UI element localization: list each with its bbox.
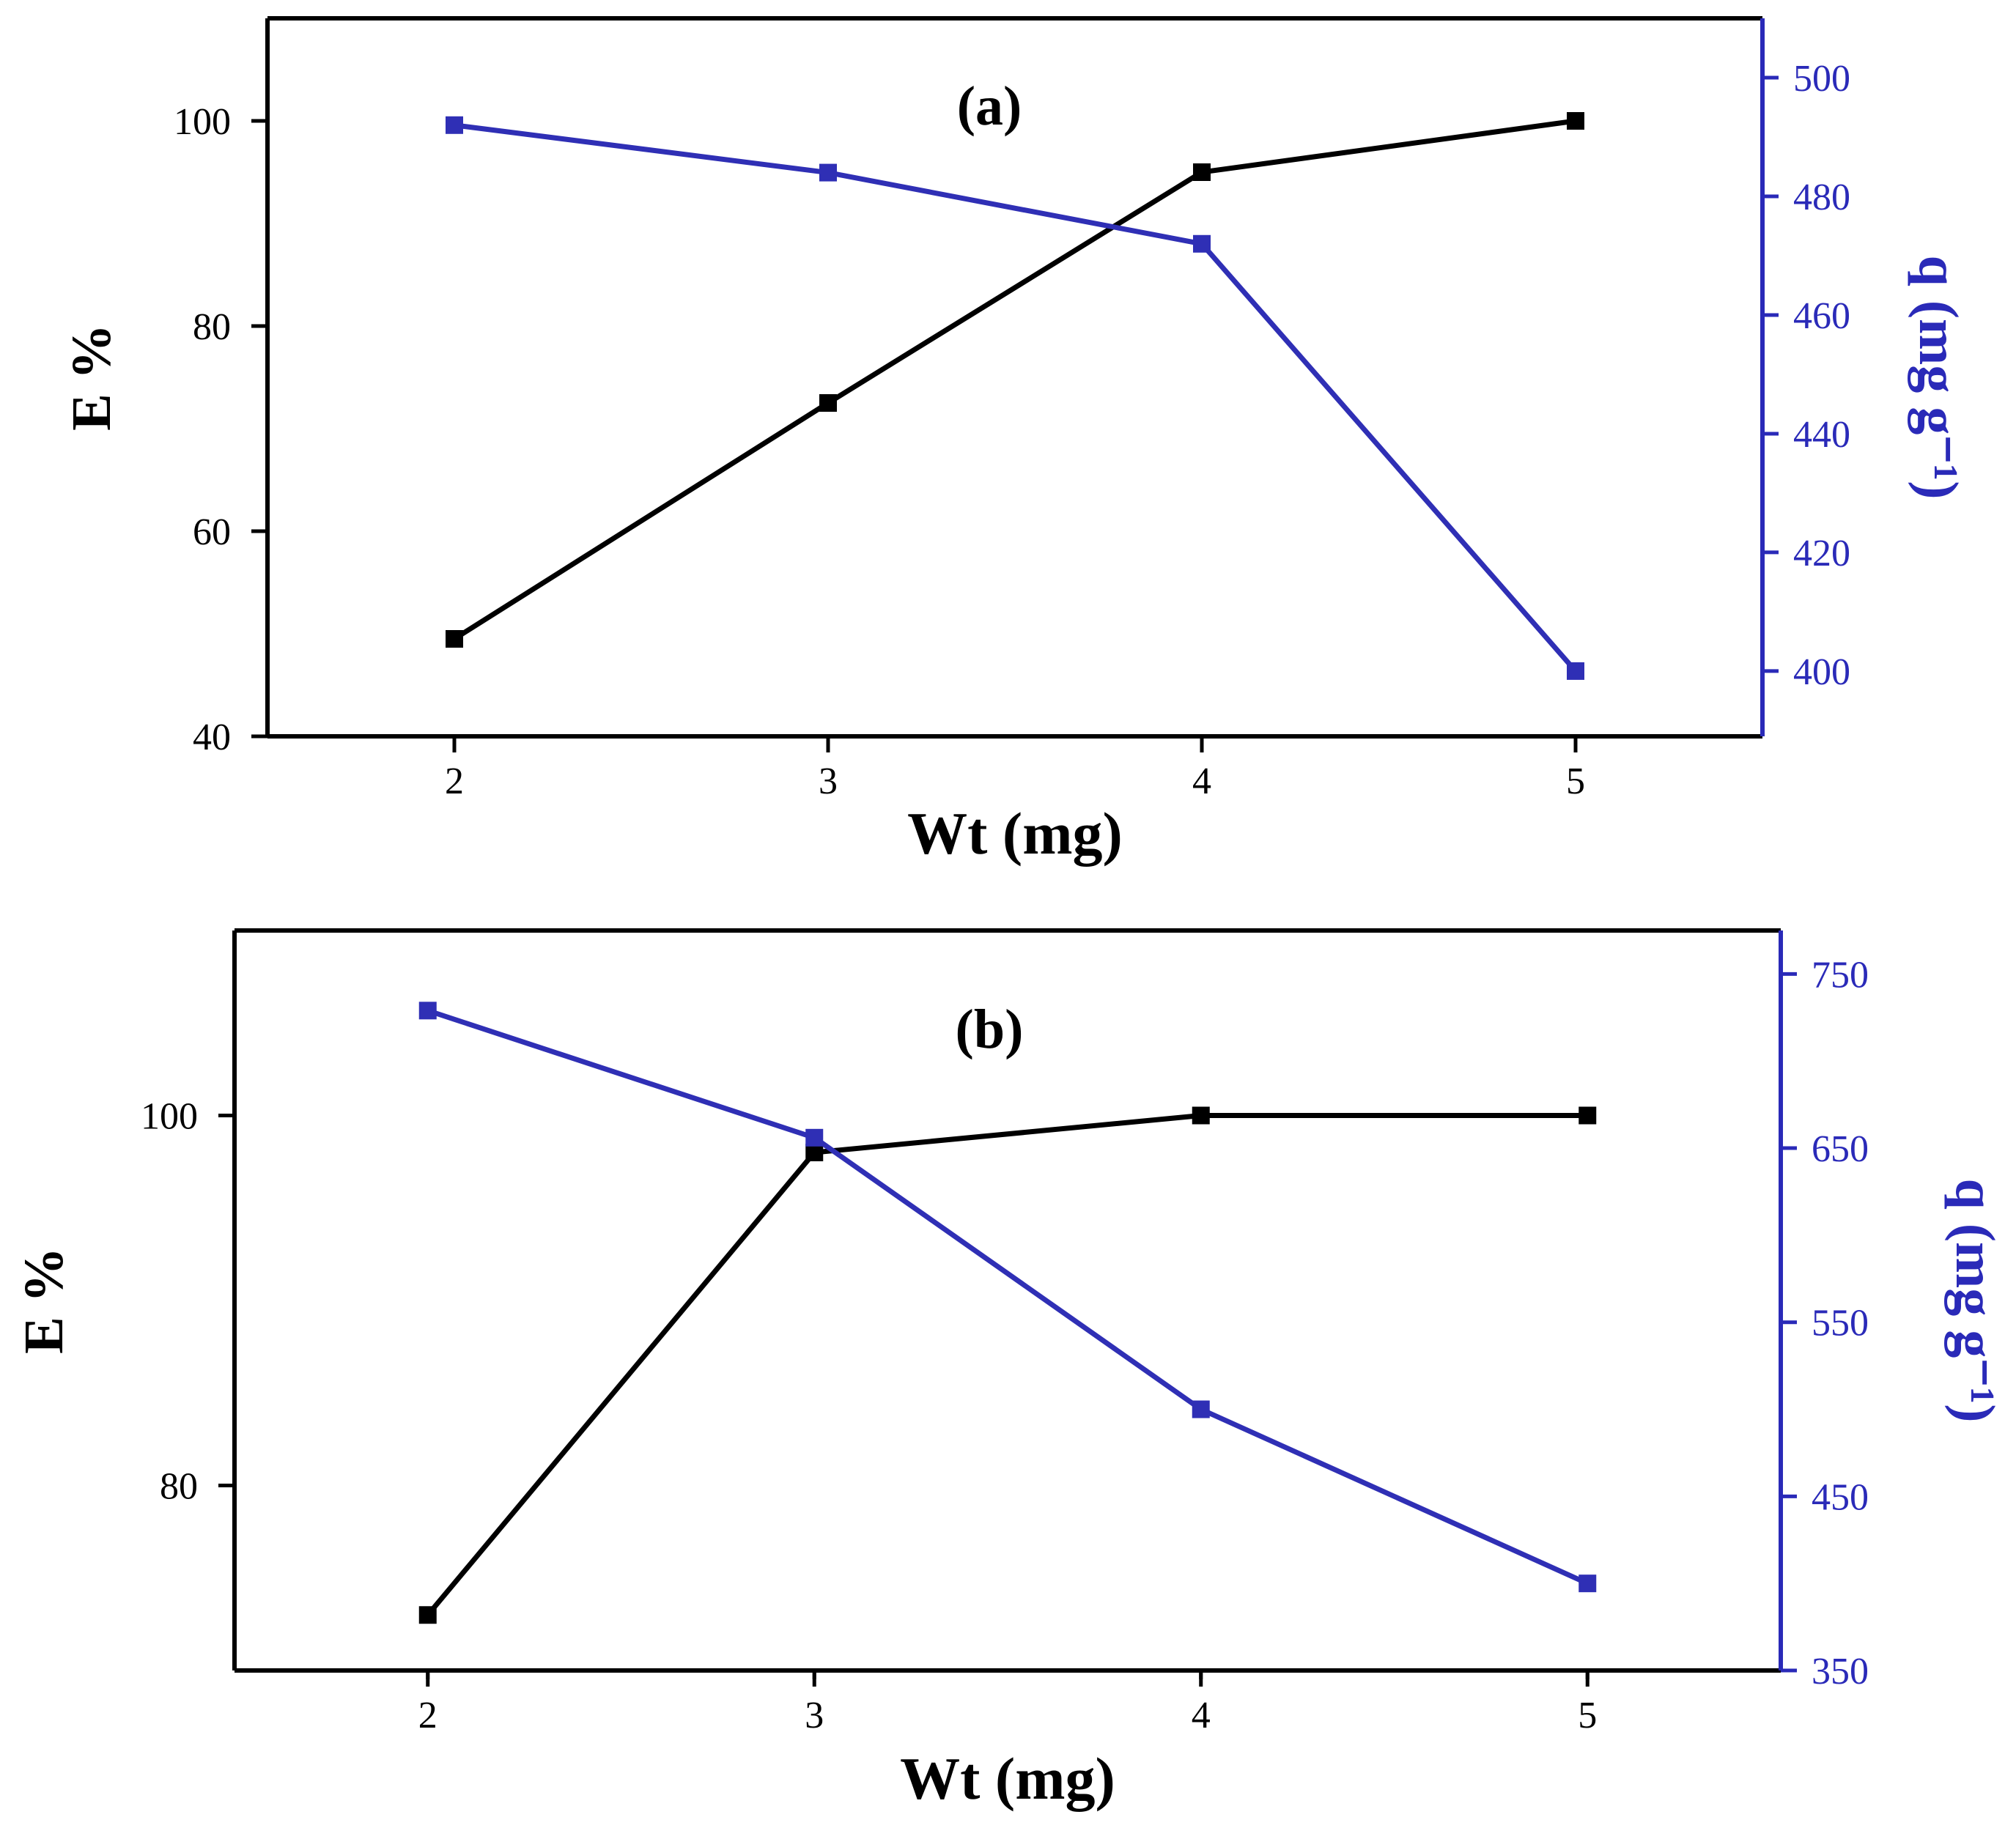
x-tick-label: 2 [418, 1695, 437, 1736]
y-axis-title: E % [13, 1247, 75, 1354]
data-point-e [805, 1144, 824, 1161]
data-point-e [1193, 163, 1211, 181]
x-tick-label: 5 [1578, 1695, 1597, 1736]
x-axis-title: Wt (mg) [907, 800, 1123, 867]
data-point-e [1579, 1106, 1597, 1125]
y2-tick-label: 650 [1812, 1128, 1869, 1170]
y-tick-label: 80 [160, 1466, 198, 1508]
series-line-q [454, 122, 1578, 673]
y-axis-title: E % [61, 324, 122, 431]
x-tick-label: 4 [1192, 761, 1211, 802]
data-point-e [1192, 1106, 1210, 1125]
series-line-e [453, 118, 1576, 641]
y2-axis-title: q (mg g⁻¹) [1908, 255, 1969, 499]
y-tick-label: 100 [141, 1096, 198, 1138]
y-tick-label: 80 [193, 306, 231, 348]
y2-tick-label: 480 [1793, 177, 1850, 218]
y2-axis-title: q (mg g⁻¹) [1944, 1178, 2006, 1422]
panel-label: (b) [956, 999, 1024, 1060]
y-tick-label: 60 [193, 511, 231, 553]
data-point-q [1579, 1574, 1597, 1593]
x-axis-title: Wt (mg) [900, 1745, 1115, 1812]
x-tick-label: 2 [445, 761, 464, 802]
chart-panel-b: 2 3 4 5 80 100 350 450 550 650 750 Wt (mg) E % q (mg … [13, 928, 2006, 1812]
x-tick-label: 4 [1192, 1695, 1211, 1736]
y2-tick-label: 750 [1812, 954, 1869, 996]
data-point-q [805, 1128, 824, 1147]
series-line-q [427, 1007, 1589, 1586]
series-line-e [426, 1113, 1588, 1617]
y2-tick-label: 350 [1812, 1651, 1869, 1692]
data-point-q [446, 116, 463, 134]
x-tick-label: 3 [819, 761, 838, 802]
chart-panel-a: 2 3 4 5 40 60 80 100 400 420 440 460 480 500 Wt (mg) E … [61, 16, 1969, 867]
y2-tick-label: 400 [1793, 651, 1850, 693]
data-point-q [1567, 662, 1584, 680]
y2-tick-label: 440 [1793, 414, 1850, 456]
data-point-e [819, 394, 837, 412]
y2-tick-label: 550 [1812, 1303, 1869, 1344]
data-point-e [418, 1606, 437, 1624]
data-point-e [1567, 112, 1584, 130]
y-tick-label: 100 [174, 101, 231, 143]
data-point-q [1192, 1400, 1210, 1418]
y2-tick-label: 500 [1793, 58, 1850, 100]
x-tick-label: 3 [805, 1695, 824, 1736]
panel-label: (a) [957, 75, 1022, 137]
x-tick-label: 5 [1566, 761, 1585, 802]
y-tick-label: 40 [193, 717, 231, 758]
data-point-q [1193, 234, 1211, 253]
data-point-e [446, 630, 463, 648]
data-point-q [819, 163, 837, 182]
y2-tick-label: 450 [1812, 1476, 1869, 1518]
y2-tick-label: 420 [1793, 533, 1850, 574]
y2-tick-label: 460 [1793, 295, 1850, 337]
data-point-q [418, 1002, 437, 1020]
